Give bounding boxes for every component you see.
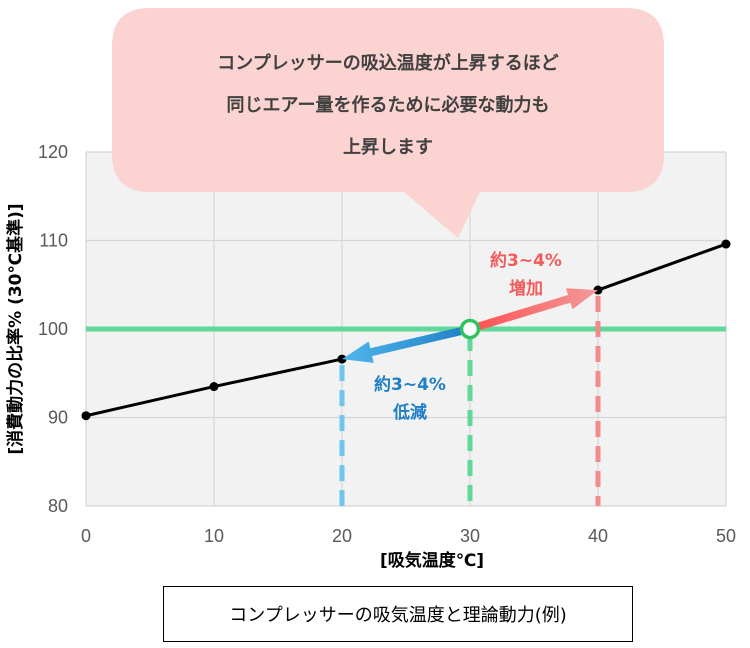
callout-bubble: コンプレッサーの吸込温度が上昇するほど 同じエアー量を作るために必要な動力も 上…	[112, 8, 664, 238]
data-point	[593, 285, 603, 295]
decrease-arrow	[342, 325, 471, 363]
callout-line-3: 上昇します	[343, 137, 433, 158]
x-tick-labels: 0 10 20 30 40 50	[81, 526, 736, 546]
increase-annotation-line-1: 約3~4%	[490, 250, 562, 271]
y-tick-label: 120	[38, 142, 68, 162]
increase-arrow	[468, 288, 598, 333]
x-axis-title: [吸気温度℃]	[380, 550, 484, 571]
x-tick-label: 50	[716, 526, 736, 546]
x-tick-label: 10	[204, 526, 224, 546]
y-tick-label: 110	[39, 231, 68, 251]
reference-point-marker	[459, 318, 481, 340]
increase-annotation-line-2: 増加	[509, 278, 543, 299]
x-tick-label: 30	[460, 526, 480, 546]
arrows	[342, 288, 598, 363]
y-tick-label: 90	[48, 408, 68, 428]
y-tick-label: 100	[38, 319, 68, 339]
decrease-annotation-line-1: 約3~4%	[374, 374, 446, 395]
decrease-annotation-line-2: 低減	[392, 402, 427, 423]
x-tick-label: 20	[332, 526, 352, 546]
y-tick-labels: 80 90 100 110 120	[38, 142, 68, 516]
data-point	[209, 382, 219, 392]
figure-caption: コンプレッサーの吸気温度と理論動力(例)	[163, 586, 633, 642]
callout-line-1: コンプレッサーの吸込温度が上昇するほど	[217, 52, 558, 74]
marker-group	[459, 318, 481, 340]
callout-line-2: 同じエアー量を作るために必要な動力も	[227, 94, 550, 116]
x-tick-label: 0	[81, 526, 91, 546]
data-point	[81, 411, 91, 421]
x-tick-label: 40	[588, 526, 608, 546]
data-point	[721, 239, 731, 249]
data-point	[337, 354, 347, 364]
y-tick-label: 80	[48, 496, 68, 516]
y-axis-title: [消費動力の比率% (30℃基準)]	[5, 203, 26, 454]
drop-lines	[339, 296, 601, 506]
callout-shape	[112, 8, 664, 238]
